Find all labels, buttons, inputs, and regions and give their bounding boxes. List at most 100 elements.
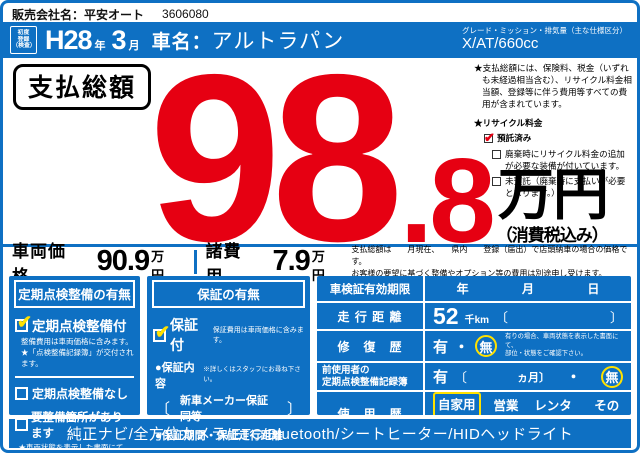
divider: [15, 375, 134, 378]
bracket-close: 〕: [610, 309, 624, 325]
repair-no-option-selected[interactable]: 無: [475, 335, 498, 357]
previous-owner-line1: 前使用者の: [322, 364, 370, 376]
repair-history-label: 修 復 歴: [317, 331, 423, 361]
grade-block: グレード・ミッション・排気量（主な仕様区分） X/AT/660cc: [462, 26, 627, 54]
mileage-label: 走 行 距 離: [317, 303, 423, 329]
maintenance-sheet-note-line1: ★車両状態を表示した書面にて、: [18, 442, 131, 452]
maintenance-panel-title: 定期点検整備の有無: [14, 280, 135, 308]
usage-commercial-option[interactable]: 営業車: [493, 398, 519, 413]
maintenance-none-checkbox[interactable]: [15, 386, 28, 400]
price-decimal: .8: [399, 134, 496, 269]
vehicle-price-value: 90.9: [96, 245, 150, 277]
warranty-content-value: 新車メーカー保証同等: [180, 395, 269, 423]
maintenance-needed-label: 要整備箇所があります: [31, 411, 123, 440]
price-notes: ★支払総額には、保険料、税金（いずれも未経過相当含む）、リサイクル料金相当額、登…: [474, 63, 632, 199]
recycle-deposited-label: 預託済み: [497, 133, 532, 144]
warranty-period-label: ●保証期間・保証走行距離: [155, 430, 283, 442]
price-area: 支払総額 98 .8 万円 （消費税込み） ★支払総額には、保険料、税金（いずれ…: [3, 26, 637, 292]
dealer-row: 販売会社名：平安オート 3606080: [3, 3, 637, 22]
warranty-cost-note: 保証費用は車両価格に含みます。: [212, 327, 304, 344]
recycle-extra-label: 廃棄時にリサイクル料金の追加が必要な装備が付いています。: [505, 149, 625, 171]
bracket-open: 〔: [155, 400, 171, 418]
repair-note-line1: 有りの場合、車両状態を表示した書面にて、: [505, 333, 619, 349]
usage-history-label: 使 用 歴: [317, 392, 423, 415]
recycle-undeposited-checkbox[interactable]: [492, 177, 501, 187]
check-icon: ✔: [17, 311, 33, 332]
day-label: 日: [587, 282, 600, 296]
record-yes-option[interactable]: 有: [433, 369, 449, 386]
mileage-number: 52: [433, 302, 459, 329]
repair-history-value: 有 ・ 無 有りの場合、車両状態を表示した書面にて、 部位・状態をご確認下さい。: [425, 331, 631, 361]
divider: [193, 249, 197, 274]
repair-yes-option[interactable]: 有: [433, 338, 449, 356]
usage-rental-option[interactable]: レンタカー: [534, 398, 572, 413]
maintenance-none-label: 定期点検整備なし: [32, 386, 129, 401]
maintenance-record-note: ★「点検整備記録簿」が交付されます。: [21, 347, 134, 368]
header-bar: 初度 登録 （検査） H28 年 3 月 車名： アルトラパン グレード・ミッシ…: [3, 22, 637, 58]
registration-era: H28: [45, 24, 93, 55]
car-name-label: 車名：: [151, 31, 212, 53]
bracket-open: 〔: [495, 309, 509, 325]
dealer-code: 3606080: [162, 7, 209, 21]
fees-value: 7.9: [272, 245, 311, 277]
maintenance-included-label: 定期点検整備付: [32, 319, 127, 334]
warranty-included-label: 保証付: [170, 317, 198, 353]
mileage-value: 52 千km 〔 〕: [425, 303, 631, 329]
grade-value: X/AT/660cc: [462, 35, 539, 53]
vehicle-info-table: 車検証有効期限 年 月 日 走 行 距 離 52 千km 〔 〕 修 復 歴 有…: [317, 276, 631, 415]
year-label: 年: [456, 282, 469, 296]
separator-dot: ・: [566, 369, 582, 386]
dealer-name: 販売会社名：平安オート: [12, 7, 145, 22]
previous-owner-record-label: 前使用者の 定期点検整備記録簿: [317, 363, 423, 390]
warranty-months-value: 3: [176, 443, 189, 450]
details-section: 定期点検整備の有無 ✔ 定期点検整備付 整備費用は車両価格に含みます。 ★「点検…: [3, 276, 637, 450]
bracket-open: 〔: [454, 370, 468, 385]
separator-dot: ・: [454, 338, 470, 356]
recycle-fee-title: ★リサイクル料金: [474, 118, 543, 129]
maintenance-needed-checkbox[interactable]: [15, 418, 28, 432]
price-condition-line1: 支払総額は 月現在、 県内 登録（届出）で店頭納車の場合の価格です。: [351, 244, 628, 266]
badge-line: （検査）: [11, 42, 36, 50]
price-unit: 万円: [497, 162, 609, 226]
registration-month: 3: [111, 24, 127, 55]
bracket-close: 〕: [286, 400, 302, 418]
inspection-expiry-value: 年 月 日: [425, 276, 631, 301]
repair-note: 有りの場合、車両状態を表示した書面にて、 部位・状態をご確認下さい。: [505, 333, 623, 359]
previous-owner-record-value: 有 〔 ヵ月〕 ・ 無: [425, 363, 631, 390]
recycle-undeposited-label: 未預託（廃棄時に支払いが必要となります。）: [505, 176, 626, 198]
warranty-panel: 保証の有無 ✔ 保証付 保証費用は車両価格に含みます。 ●保証内容 ※詳しくはス…: [147, 276, 310, 450]
record-months-unit: ヵ月〕: [517, 371, 551, 384]
car-name: アルトラパン: [211, 30, 345, 53]
check-icon: ✔: [155, 321, 171, 342]
usage-other-option[interactable]: その他: [594, 398, 620, 413]
warranty-content-label: ●保証内容: [155, 362, 195, 390]
total-price: 98 .8 万円 （消費税込み）: [149, 26, 609, 292]
badge-line: 初度: [17, 29, 30, 36]
warranty-distance-value: 5: [249, 443, 262, 450]
price-conditions-note: 支払総額は 月現在、 県内 登録（届出）で店頭納車の場合の価格です。 お客様の要…: [351, 244, 637, 280]
first-registration-badge: 初度 登録 （検査）: [10, 26, 37, 54]
recycle-deposited-checkbox[interactable]: ✔: [484, 130, 495, 145]
maintenance-cost-note: 整備費用は車両価格に含みます。: [21, 337, 133, 346]
warranty-content-note: ※詳しくはスタッフにお尋ね下さい。: [203, 366, 301, 383]
price-integer: 98: [149, 26, 404, 292]
total-payment-badge: 支払総額: [13, 64, 152, 110]
year-suffix: 年: [94, 40, 106, 52]
month-suffix: 月: [128, 40, 140, 52]
warranty-panel-title: 保証の有無: [152, 280, 305, 308]
record-no-option-selected[interactable]: 無: [601, 365, 624, 388]
warranty-included-checkbox[interactable]: ✔: [153, 322, 170, 342]
maintenance-panel: 定期点検整備の有無 ✔ 定期点検整備付 整備費用は車両価格に含みます。 ★「点検…: [9, 276, 140, 450]
mileage-unit: 千km: [464, 315, 490, 326]
maintenance-included-checkbox[interactable]: ✔: [15, 312, 32, 332]
grade-label: グレード・ミッション・排気量（主な仕様区分）: [462, 25, 627, 35]
usage-private-option-selected[interactable]: 自家用車: [433, 392, 482, 415]
inspection-expiry-label: 車検証有効期限: [317, 276, 423, 301]
check-icon: ✔: [484, 130, 495, 146]
badge-line: 登録: [17, 36, 30, 43]
previous-owner-line2: 定期点検整備記録簿: [322, 376, 408, 388]
month-label: 月: [522, 282, 535, 296]
price-condition-line2: お客様の要望に基づく整備やオプション等の費用は別途申し受けます。: [351, 268, 607, 278]
tax-included-note: （消費税込み）: [495, 226, 609, 245]
recycle-extra-checkbox[interactable]: [492, 150, 501, 160]
